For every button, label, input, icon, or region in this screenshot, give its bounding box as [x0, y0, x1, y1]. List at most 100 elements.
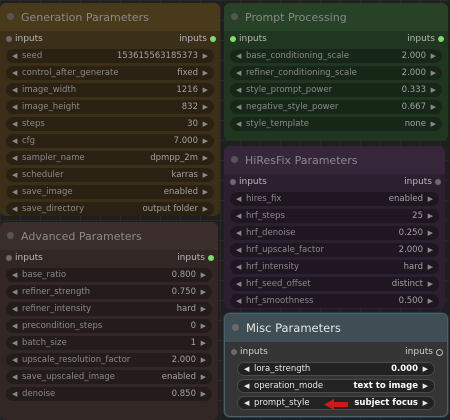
widget-denoise[interactable]: ◀ denoise 0.850 ▶ — [6, 387, 212, 401]
decrement-arrow-icon[interactable]: ◀ — [12, 137, 18, 145]
increment-arrow-icon[interactable]: ▶ — [430, 69, 436, 77]
increment-arrow-icon[interactable]: ▶ — [422, 382, 428, 390]
decrement-arrow-icon[interactable]: ◀ — [12, 154, 18, 162]
widget-lora-strength[interactable]: ◀ lora_strength 0.000 ▶ — [237, 362, 435, 376]
increment-arrow-icon[interactable]: ▶ — [202, 120, 208, 128]
collapse-dot-icon[interactable] — [231, 13, 238, 20]
increment-arrow-icon[interactable]: ▶ — [200, 322, 206, 330]
decrement-arrow-icon[interactable]: ◀ — [12, 86, 18, 94]
widget-hrf-seed-offset[interactable]: ◀ hrf_seed_offset distinct ▶ — [230, 277, 439, 291]
decrement-arrow-icon[interactable]: ◀ — [244, 365, 250, 373]
increment-arrow-icon[interactable]: ▶ — [200, 271, 206, 279]
increment-arrow-icon[interactable]: ▶ — [422, 365, 428, 373]
increment-arrow-icon[interactable]: ▶ — [202, 188, 208, 196]
collapse-dot-icon[interactable] — [7, 13, 14, 20]
decrement-arrow-icon[interactable]: ◀ — [244, 399, 250, 407]
decrement-arrow-icon[interactable]: ◀ — [236, 212, 242, 220]
increment-arrow-icon[interactable]: ▶ — [430, 120, 436, 128]
decrement-arrow-icon[interactable]: ◀ — [12, 288, 18, 296]
decrement-arrow-icon[interactable]: ◀ — [12, 188, 18, 196]
decrement-arrow-icon[interactable]: ◀ — [12, 356, 18, 364]
increment-arrow-icon[interactable]: ▶ — [202, 205, 208, 213]
node-title-bar[interactable]: Misc Parameters — [225, 314, 447, 342]
widget-operation-mode[interactable]: ◀ operation_mode text to image ▶ — [237, 379, 435, 393]
hiresfix-parameters-node[interactable]: HiResFix Parameters inputs inputs ◀ hires… — [224, 146, 445, 309]
decrement-arrow-icon[interactable]: ◀ — [236, 52, 242, 60]
decrement-arrow-icon[interactable]: ◀ — [12, 271, 18, 279]
widget-control-after-generate[interactable]: ◀ control_after_generate fixed ▶ — [6, 66, 214, 80]
decrement-arrow-icon[interactable]: ◀ — [12, 339, 18, 347]
widget-save-directory[interactable]: ◀ save_directory output folder ▶ — [6, 202, 214, 216]
widget-hires-fix[interactable]: ◀ hires_fix enabled ▶ — [230, 192, 439, 206]
widget-upscale-resolution-factor[interactable]: ◀ upscale_resolution_factor 2.000 ▶ — [6, 353, 212, 367]
increment-arrow-icon[interactable]: ▶ — [202, 137, 208, 145]
output-slot-icon[interactable] — [210, 36, 216, 42]
increment-arrow-icon[interactable]: ▶ — [202, 86, 208, 94]
increment-arrow-icon[interactable]: ▶ — [202, 154, 208, 162]
decrement-arrow-icon[interactable]: ◀ — [236, 280, 242, 288]
generation-parameters-node[interactable]: Generation Parameters inputs inputs ◀ see… — [0, 3, 220, 216]
widget-batch-size[interactable]: ◀ batch_size 1 ▶ — [6, 336, 212, 350]
node-title-bar[interactable]: Advanced Parameters — [0, 222, 218, 250]
increment-arrow-icon[interactable]: ▶ — [430, 103, 436, 111]
input-slot-icon[interactable] — [6, 255, 12, 261]
decrement-arrow-icon[interactable]: ◀ — [12, 120, 18, 128]
increment-arrow-icon[interactable]: ▶ — [427, 297, 433, 305]
output-slot-icon[interactable] — [438, 36, 444, 42]
increment-arrow-icon[interactable]: ▶ — [430, 52, 436, 60]
advanced-parameters-node[interactable]: Advanced Parameters inputs inputs ◀ base_… — [0, 222, 218, 420]
increment-arrow-icon[interactable]: ▶ — [427, 212, 433, 220]
increment-arrow-icon[interactable]: ▶ — [202, 69, 208, 77]
increment-arrow-icon[interactable]: ▶ — [200, 356, 206, 364]
decrement-arrow-icon[interactable]: ◀ — [236, 263, 242, 271]
widget-cfg[interactable]: ◀ cfg 7.000 ▶ — [6, 134, 214, 148]
widget-base-conditioning-scale[interactable]: ◀ base_conditioning_scale 2.000 ▶ — [230, 49, 442, 63]
widget-hrf-steps[interactable]: ◀ hrf_steps 25 ▶ — [230, 209, 439, 223]
input-slot-icon[interactable] — [230, 36, 236, 42]
widget-hrf-smoothness[interactable]: ◀ hrf_smoothness 0.500 ▶ — [230, 294, 439, 308]
widget-style-prompt-power[interactable]: ◀ style_prompt_power 0.333 ▶ — [230, 83, 442, 97]
widget-image-width[interactable]: ◀ image_width 1216 ▶ — [6, 83, 214, 97]
increment-arrow-icon[interactable]: ▶ — [202, 103, 208, 111]
node-title-bar[interactable]: HiResFix Parameters — [224, 146, 445, 174]
decrement-arrow-icon[interactable]: ◀ — [236, 195, 242, 203]
increment-arrow-icon[interactable]: ▶ — [200, 288, 206, 296]
widget-steps[interactable]: ◀ steps 30 ▶ — [6, 117, 214, 131]
widget-image-height[interactable]: ◀ image_height 832 ▶ — [6, 100, 214, 114]
collapse-dot-icon[interactable] — [231, 156, 238, 163]
widget-save-image[interactable]: ◀ save_image enabled ▶ — [6, 185, 214, 199]
decrement-arrow-icon[interactable]: ◀ — [236, 297, 242, 305]
decrement-arrow-icon[interactable]: ◀ — [12, 390, 18, 398]
widget-prompt-style[interactable]: ◀ prompt_style subject focus ▶ — [237, 396, 435, 410]
decrement-arrow-icon[interactable]: ◀ — [12, 171, 18, 179]
increment-arrow-icon[interactable]: ▶ — [427, 229, 433, 237]
prompt-processing-node[interactable]: Prompt Processing inputs inputs ◀ base_co… — [224, 3, 448, 141]
increment-arrow-icon[interactable]: ▶ — [200, 373, 206, 381]
widget-scheduler[interactable]: ◀ scheduler karras ▶ — [6, 168, 214, 182]
decrement-arrow-icon[interactable]: ◀ — [236, 120, 242, 128]
input-slot-icon[interactable] — [6, 36, 12, 42]
widget-sampler-name[interactable]: ◀ sampler_name dpmpp_2m ▶ — [6, 151, 214, 165]
widget-refiner-strength[interactable]: ◀ refiner_strength 0.750 ▶ — [6, 285, 212, 299]
decrement-arrow-icon[interactable]: ◀ — [236, 246, 242, 254]
increment-arrow-icon[interactable]: ▶ — [430, 86, 436, 94]
widget-hrf-denoise[interactable]: ◀ hrf_denoise 0.250 ▶ — [230, 226, 439, 240]
decrement-arrow-icon[interactable]: ◀ — [244, 382, 250, 390]
increment-arrow-icon[interactable]: ▶ — [427, 280, 433, 288]
widget-refiner-intensity[interactable]: ◀ refiner_intensity hard ▶ — [6, 302, 212, 316]
decrement-arrow-icon[interactable]: ◀ — [12, 322, 18, 330]
output-slot-icon[interactable] — [435, 179, 441, 185]
widget-hrf-upscale-factor[interactable]: ◀ hrf_upscale_factor 2.000 ▶ — [230, 243, 439, 257]
decrement-arrow-icon[interactable]: ◀ — [12, 52, 18, 60]
increment-arrow-icon[interactable]: ▶ — [202, 171, 208, 179]
decrement-arrow-icon[interactable]: ◀ — [12, 305, 18, 313]
output-slot-icon[interactable] — [208, 255, 214, 261]
widget-precondition-steps[interactable]: ◀ precondition_steps 0 ▶ — [6, 319, 212, 333]
decrement-arrow-icon[interactable]: ◀ — [12, 205, 18, 213]
increment-arrow-icon[interactable]: ▶ — [200, 305, 206, 313]
increment-arrow-icon[interactable]: ▶ — [427, 263, 433, 271]
node-title-bar[interactable]: Prompt Processing — [224, 3, 448, 31]
decrement-arrow-icon[interactable]: ◀ — [236, 86, 242, 94]
decrement-arrow-icon[interactable]: ◀ — [12, 69, 18, 77]
decrement-arrow-icon[interactable]: ◀ — [12, 103, 18, 111]
